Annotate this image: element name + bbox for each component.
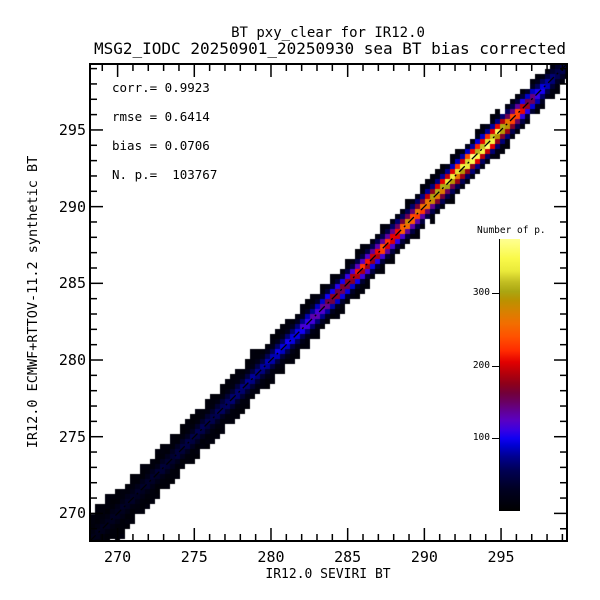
x-tick-label: 285 [334,548,362,566]
x-tick-label: 290 [410,548,438,566]
colorbar-tick [492,365,500,367]
x-tick-label: 280 [257,548,285,566]
colorbar-tick-label: 200 [472,359,490,371]
stat-corr: corr.= 0.9923 [112,80,210,95]
colorbar-axis-line [499,239,500,511]
y-tick-label: 285 [58,274,86,293]
x-tick-label: 270 [104,548,132,566]
colorbar-title: Number of p. [477,225,546,236]
chart-subtitle: MSG2_IODC 20250901_20250930 sea BT bias … [93,39,567,58]
y-axis-title: IR12.0 ECMWF+RTTOV-11.2 synthetic BT [25,155,41,449]
y-tick-label: 290 [58,197,86,216]
stat-npoints: N. p.= 103767 [112,167,218,182]
y-tick-label: 270 [58,504,86,523]
stat-bias: bias = 0.0706 [112,138,210,153]
colorbar-gradient [500,239,520,511]
colorbar-tick-label: 100 [472,432,490,444]
colorbar-tick-label: 300 [472,286,490,298]
chart-title: BT pxy_clear for IR12.0 [231,25,425,41]
colorbar-tick [492,292,500,294]
y-tick-label: 295 [58,120,86,139]
x-axis-title: IR12.0 SEVIRI BT [265,567,391,582]
colorbar-tick [492,438,500,440]
x-tick-label: 275 [180,548,208,566]
y-tick-label: 275 [58,427,86,446]
density-heatmap-canvas [90,64,567,541]
stat-rmse: rmse = 0.6414 [112,109,210,124]
y-tick-label: 280 [58,351,86,370]
x-tick-label: 295 [487,548,515,566]
